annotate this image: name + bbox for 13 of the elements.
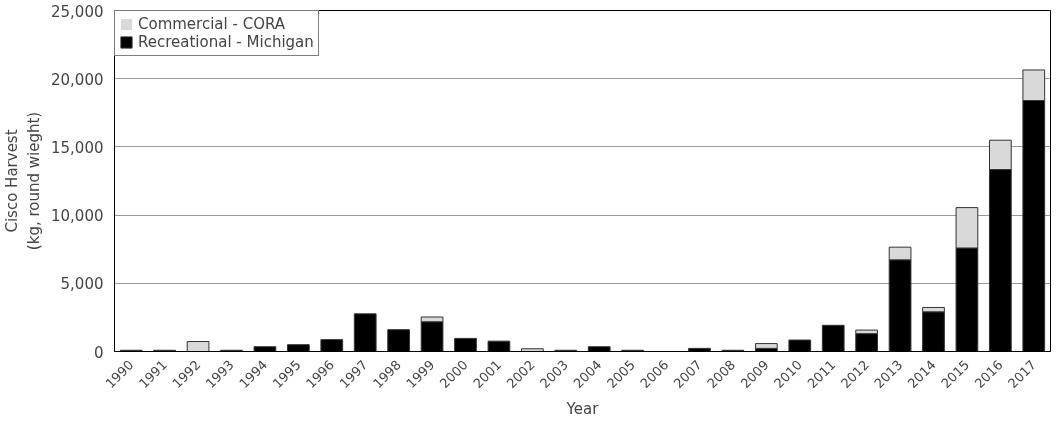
y-tick-label: 5,000 xyxy=(60,275,104,294)
y-tick-label: 10,000 xyxy=(51,207,104,226)
bar xyxy=(520,348,544,352)
legend-label: Recreational - Michigan xyxy=(138,33,314,51)
y-axis-title: Cisco Harvest (kg, round wieght) xyxy=(3,111,44,251)
bar xyxy=(754,343,778,349)
y-tick-label: 0 xyxy=(93,343,104,362)
legend-label: Commercial - CORA xyxy=(138,15,286,33)
y-tick-label: 25,000 xyxy=(51,2,104,21)
x-axis-title: Year xyxy=(565,400,600,419)
bar xyxy=(186,341,210,352)
y-tick-label: 20,000 xyxy=(51,70,104,89)
y-tick-label: 15,000 xyxy=(51,138,104,157)
